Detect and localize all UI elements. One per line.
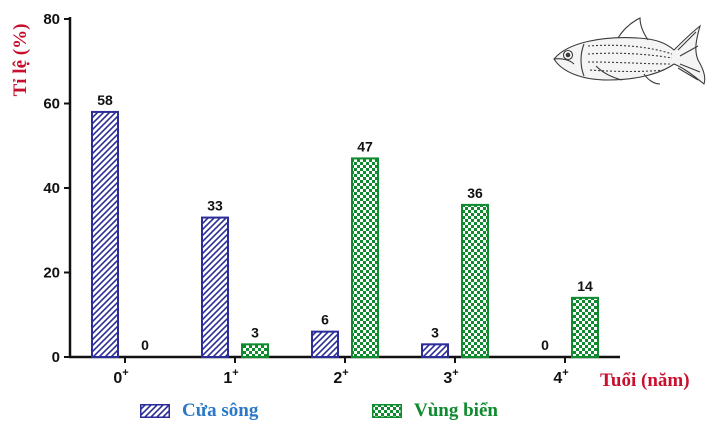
y-tick-label: 60 xyxy=(43,96,60,113)
legend-item-sea: Vùng biển xyxy=(372,400,498,422)
data-label: 0 xyxy=(541,337,549,353)
x-tick-label: 0+ xyxy=(113,367,128,387)
legend-swatch-estuary xyxy=(140,404,170,418)
data-label: 47 xyxy=(357,138,373,154)
data-label: 0 xyxy=(141,337,149,353)
bar-sea xyxy=(571,296,599,359)
y-tick-label: 40 xyxy=(43,180,60,197)
data-label: 14 xyxy=(577,278,593,294)
data-label: 3 xyxy=(431,324,439,340)
x-tick-label: 2+ xyxy=(333,367,348,387)
x-axis-title: Tuổi (năm) xyxy=(600,370,690,391)
legend-item-estuary: Cửa sông xyxy=(140,400,258,422)
y-tick-label: 0 xyxy=(52,349,60,366)
bar-sea xyxy=(461,203,489,358)
y-tick-label: 20 xyxy=(43,265,60,282)
data-label: 33 xyxy=(207,198,223,214)
x-tick-label: 3+ xyxy=(443,367,458,387)
bar-estuary xyxy=(311,330,339,358)
x-tick-label: 4+ xyxy=(553,367,568,387)
data-label: 6 xyxy=(321,312,329,328)
data-label: 58 xyxy=(97,92,113,108)
legend-label-estuary: Cửa sông xyxy=(182,400,259,421)
bar-estuary xyxy=(201,216,229,358)
bar-sea xyxy=(351,157,379,358)
bar-sea xyxy=(241,343,269,359)
y-tick-label: 80 xyxy=(43,11,60,28)
bar-estuary xyxy=(91,110,119,358)
x-tick-label: 1+ xyxy=(223,367,238,387)
fish-icon xyxy=(553,17,706,85)
legend-label-sea: Vùng biển xyxy=(414,400,498,421)
data-label: 3 xyxy=(251,324,259,340)
bars xyxy=(91,110,599,359)
data-label: 36 xyxy=(467,185,483,201)
legend-swatch-sea xyxy=(372,404,402,418)
y-axis-title: Tỉ lệ (%) xyxy=(10,23,31,97)
bar-estuary xyxy=(421,343,449,359)
